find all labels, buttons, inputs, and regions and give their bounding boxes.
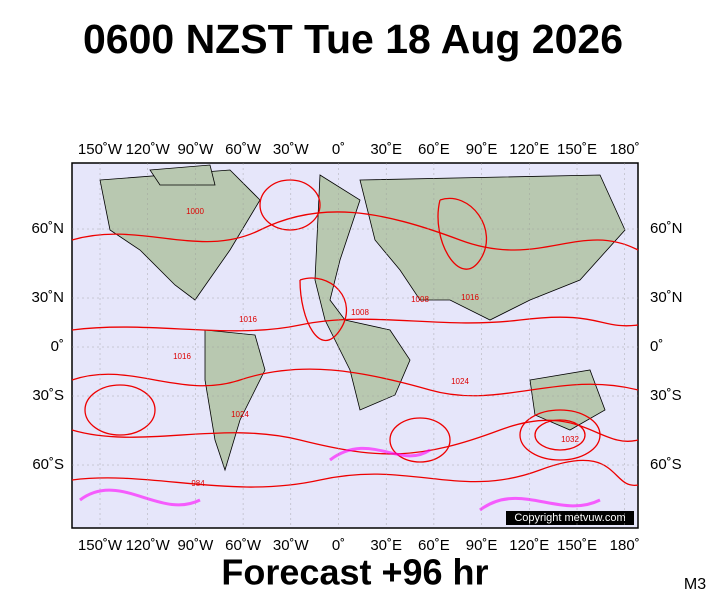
isobar-label: 1016	[239, 315, 257, 324]
copyright: Copyright metvuw.com	[514, 512, 625, 524]
lon-label-bottom: 30˚W	[273, 537, 310, 554]
lon-label-top: 120˚W	[126, 141, 171, 158]
isobar-label: 1008	[411, 295, 429, 304]
lat-label-left: 0˚	[51, 338, 64, 355]
land	[99, 164, 626, 472]
lon-label-top: 150˚W	[78, 141, 123, 158]
isobar-label: 1032	[561, 435, 579, 444]
lon-label-bottom: 120˚E	[509, 537, 549, 554]
lat-label-right: 30˚N	[650, 289, 683, 306]
lon-label-bottom: 30˚E	[370, 537, 402, 554]
lon-label-bottom: 60˚W	[225, 537, 262, 554]
isobar-label: 1024	[451, 377, 469, 386]
lon-label-top: 120˚E	[509, 141, 549, 158]
lat-label-left: 30˚N	[31, 289, 64, 306]
lon-label-top: 90˚W	[177, 141, 214, 158]
lon-label-top: 0˚	[332, 141, 345, 158]
isobar-label: 984	[191, 479, 205, 488]
lat-label-left: 60˚N	[31, 220, 64, 237]
lon-label-bottom: 120˚W	[126, 537, 171, 554]
lat-label-right: 60˚N	[650, 220, 683, 237]
forecast-label: Forecast +96 hr	[221, 552, 488, 593]
lat-label-left: 60˚S	[32, 456, 64, 473]
lon-label-top: 60˚E	[418, 141, 450, 158]
lon-label-top: 90˚E	[466, 141, 498, 158]
isobar-label: 1024	[231, 410, 249, 419]
lon-label-bottom: 90˚E	[466, 537, 498, 554]
isobar-label: 1000	[186, 207, 204, 216]
lat-label-left: 30˚S	[32, 387, 64, 404]
lon-label-bottom: 60˚E	[418, 537, 450, 554]
precipitation	[79, 447, 601, 512]
lon-label-bottom: 150˚W	[78, 537, 123, 554]
lat-label-right: 0˚	[650, 338, 663, 355]
map: Copyright metvuw.com	[71, 162, 639, 529]
lon-label-bottom: 0˚	[332, 537, 345, 554]
lon-label-bottom: 90˚W	[177, 537, 214, 554]
lon-label-top: 180˚	[610, 141, 640, 158]
lon-label-bottom: 180˚	[610, 537, 640, 554]
lon-label-bottom: 150˚E	[557, 537, 597, 554]
isobar-label: 1016	[461, 293, 479, 302]
lon-label-top: 30˚W	[273, 141, 310, 158]
lat-label-right: 60˚S	[650, 456, 682, 473]
lat-label-right: 30˚S	[650, 387, 682, 404]
lon-label-top: 30˚E	[370, 141, 402, 158]
isobars	[71, 179, 639, 488]
isobar-label: 1008	[351, 308, 369, 317]
isobar-label: 1016	[173, 352, 191, 361]
model-label: M3	[684, 576, 706, 593]
lon-label-top: 60˚W	[225, 141, 262, 158]
copyright-box	[506, 511, 634, 525]
title: 0600 NZST Tue 18 Aug 2026	[83, 16, 623, 62]
lon-label-top: 150˚E	[557, 141, 597, 158]
